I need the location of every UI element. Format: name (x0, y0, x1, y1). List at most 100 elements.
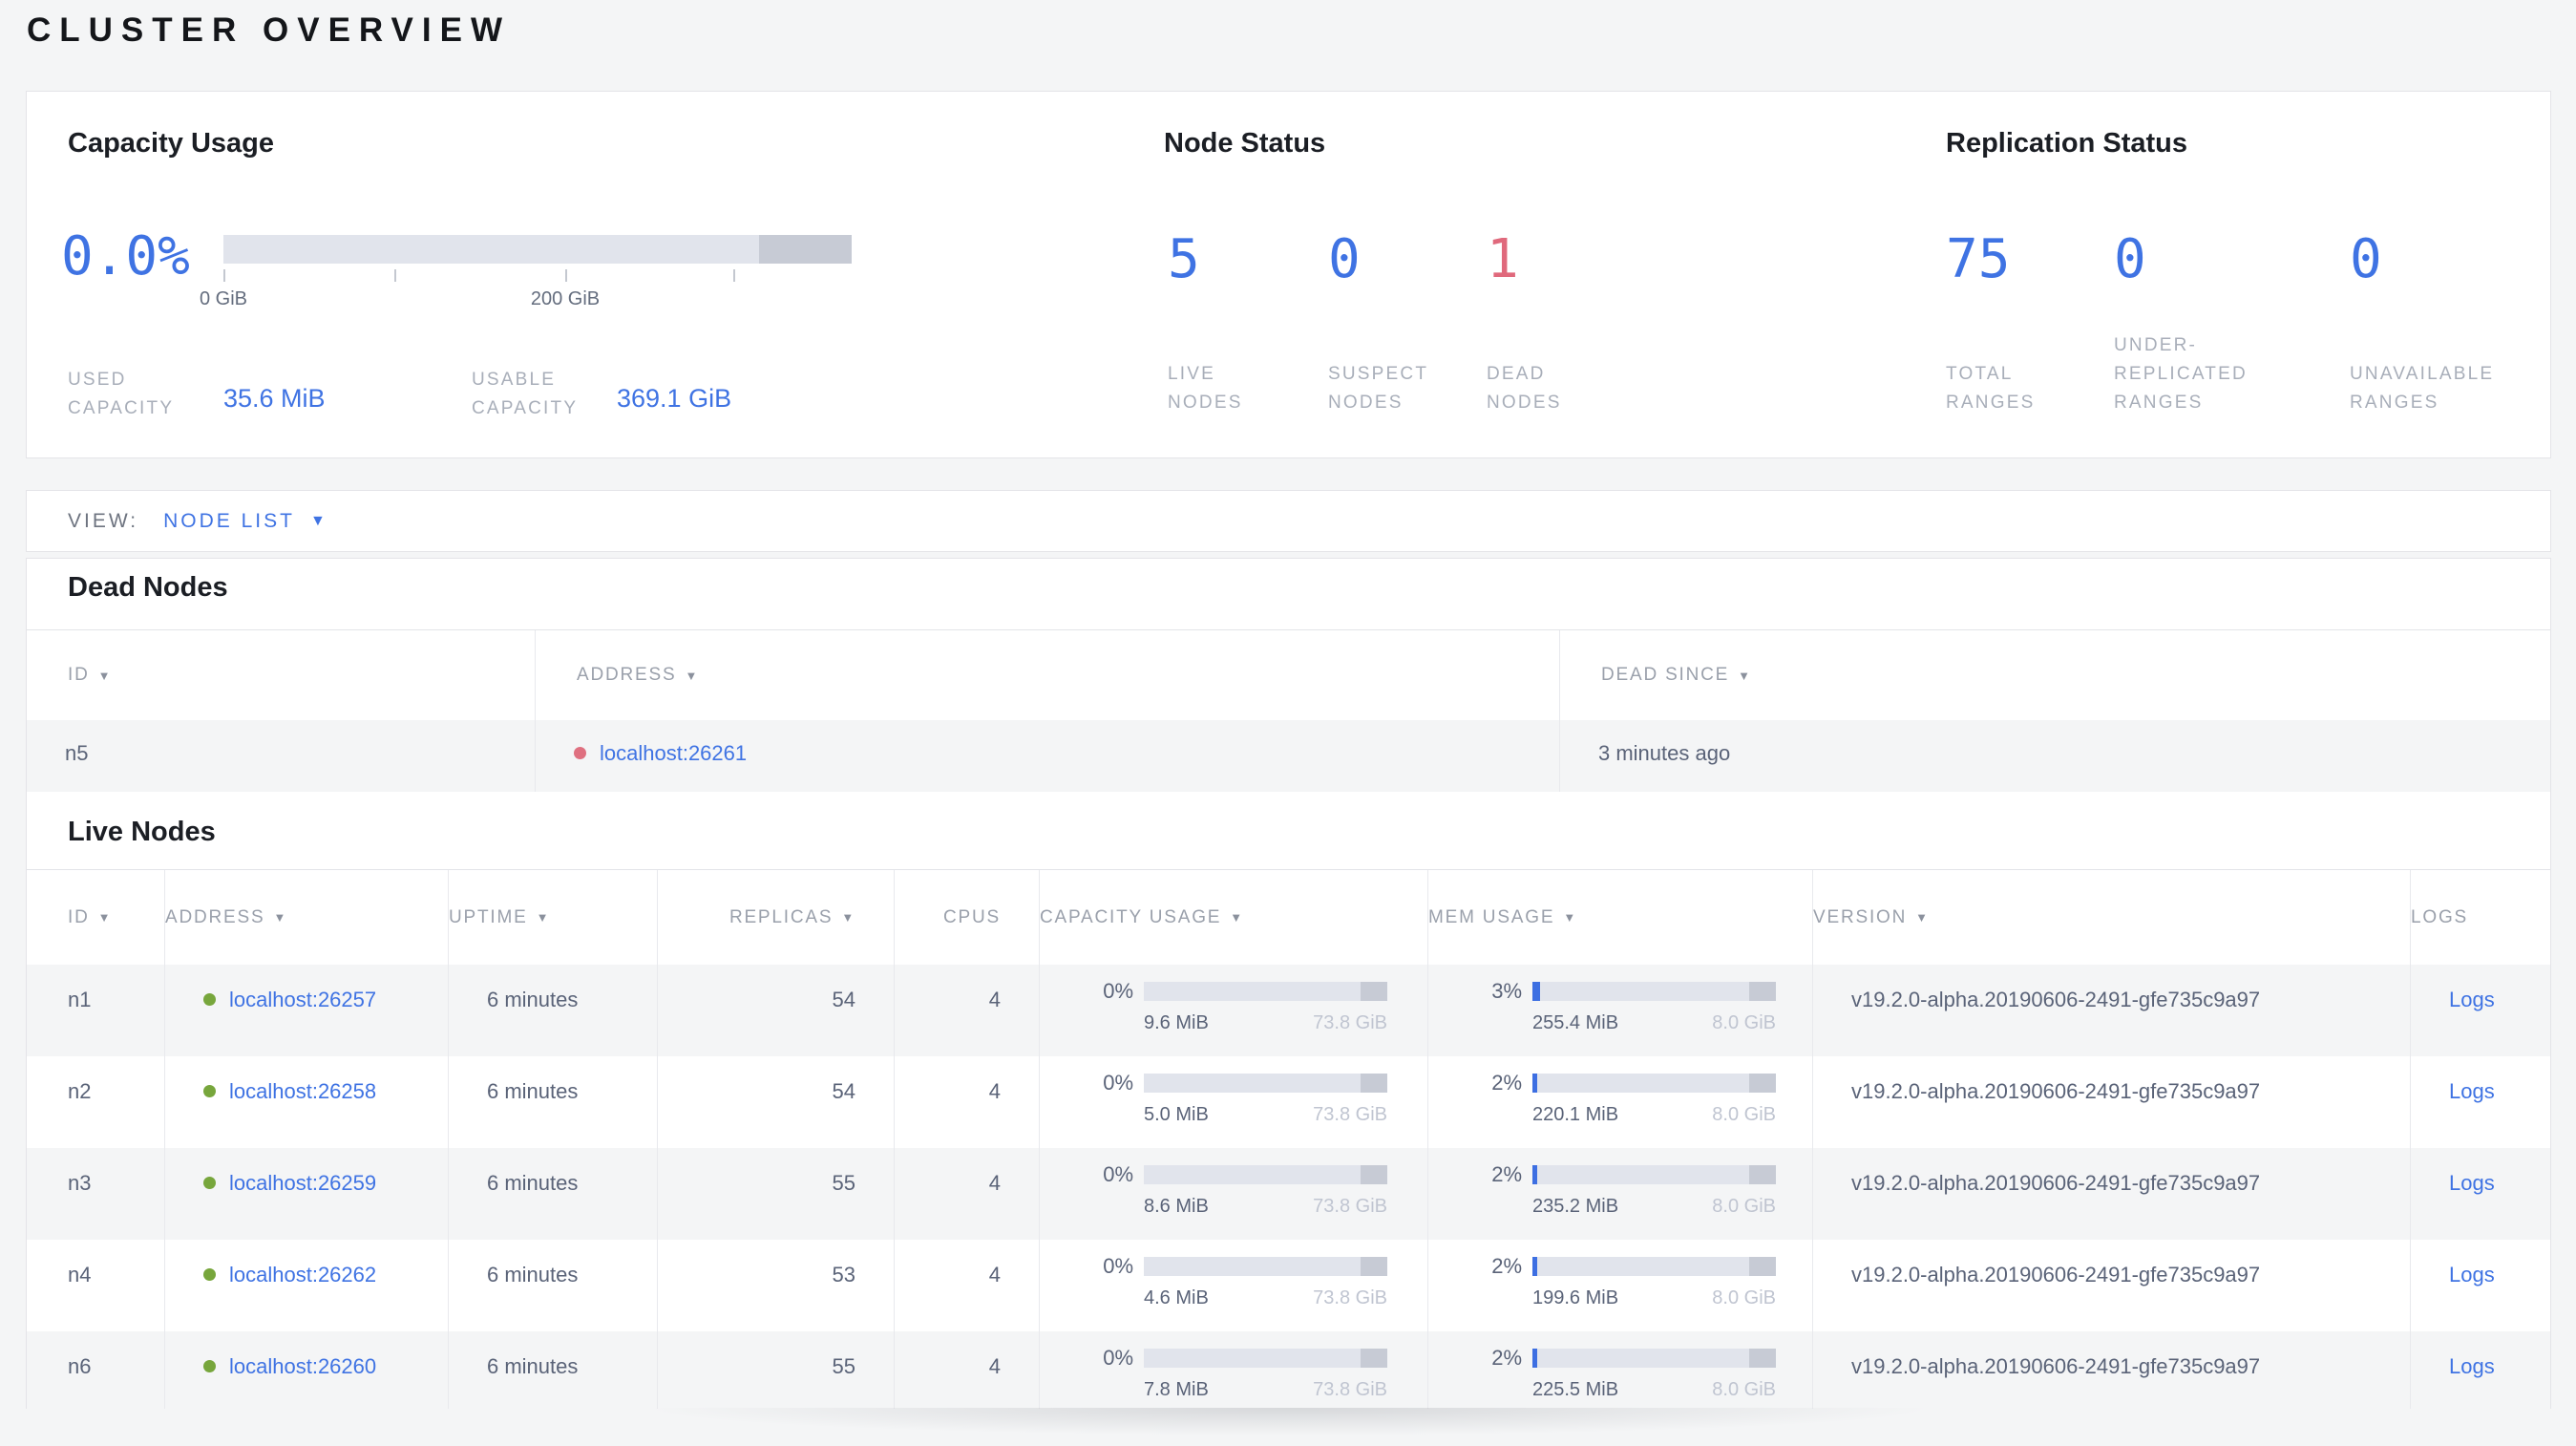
logs-cell: Logs (2411, 965, 2550, 1056)
logs-link[interactable]: Logs (2449, 1171, 2495, 1195)
node-address-link[interactable]: localhost:26257 (229, 988, 377, 1011)
node-address-link[interactable]: localhost:26258 (229, 1079, 377, 1103)
version-cell: v19.2.0-alpha.20190606-2491-gfe735c9a97 (1813, 1331, 2411, 1409)
capacity-usage-cell-bar-line: 0% (1078, 979, 1427, 1003)
mem-usage-cell: 2% 235.2 MiB 8.0 GiB (1428, 1148, 1813, 1240)
capacity-usage-cell: 0% 4.6 MiB 73.8 GiB (1040, 1240, 1428, 1331)
capacity-usage-cell-bar (1144, 1349, 1387, 1368)
mem-usage-cell-total-value: 8.0 GiB (1712, 1287, 1776, 1308)
sort-desc-icon: ▼ (97, 910, 113, 925)
uptime-cell: 6 minutes (449, 1331, 658, 1409)
capacity-usage-cell-bar-line: 0% (1078, 1346, 1427, 1370)
sort-desc-icon: ▼ (536, 910, 551, 925)
column-header-address[interactable]: ADDRESS ▼ (165, 870, 449, 965)
column-header-label: DEAD SINCE (1601, 665, 1730, 685)
node-address-cell: localhost:26257 (165, 965, 449, 1056)
capacity-usage-cell-bar-dark-segment (1360, 1349, 1387, 1368)
sort-desc-icon: ▼ (1230, 910, 1244, 925)
view-bar: VIEW: NODE LIST ▼ (26, 490, 2551, 552)
live-status-icon (203, 1268, 216, 1281)
node-id-cell: n5 (27, 720, 536, 792)
capacity-usage-cell-total-value: 73.8 GiB (1313, 1104, 1387, 1125)
logs-link[interactable]: Logs (2449, 1263, 2495, 1287)
axis-tick (733, 269, 735, 282)
logs-link[interactable]: Logs (2449, 1354, 2495, 1378)
capacity-usage-cell-percent: 0% (1103, 979, 1133, 1003)
node-id-cell: n4 (27, 1240, 165, 1331)
dead-table-header: ID ▼ ADDRESS ▼ DEAD SINCE ▼ (27, 629, 2550, 720)
live-node-row: n6 localhost:26260 6 minutes 55 4 0% 7.8 MiB 73… (27, 1331, 2550, 1409)
unavailable-ranges-count: 0 (2350, 228, 2382, 290)
total-ranges-label: TOTAL RANGES (1946, 364, 2036, 413)
capacity-usage-cell-bar-labels: 9.6 MiB 73.8 GiB (1144, 1009, 1387, 1037)
column-header-replicas[interactable]: REPLICAS ▼ (658, 870, 895, 965)
view-dropdown[interactable]: NODE LIST ▼ (163, 510, 326, 533)
capacity-usage-cell: 0% 8.6 MiB 73.8 GiB (1040, 1148, 1428, 1240)
node-address-link[interactable]: localhost:26261 (600, 741, 748, 765)
mem-usage-cell-bar-dark-segment (1748, 1349, 1776, 1368)
live-nodes-section-title: Live Nodes (68, 817, 216, 847)
dead-nodes-table: ID ▼ ADDRESS ▼ DEAD SINCE ▼ n5 localhost:26261 3… (27, 629, 2550, 792)
column-header-address[interactable]: ADDRESS ▼ (536, 630, 1560, 720)
axis-tick (394, 269, 396, 282)
column-header-cpus: CPUS (895, 870, 1040, 965)
node-address-link[interactable]: localhost:26262 (229, 1263, 377, 1287)
capacity-usage-cell-bar (1144, 1074, 1387, 1093)
capacity-usage-cell-bar-dark-segment (1360, 1165, 1387, 1184)
column-header-mem-usage[interactable]: MEM USAGE ▼ (1428, 870, 1813, 965)
capacity-usage-cell-bar-labels: 4.6 MiB 73.8 GiB (1144, 1284, 1387, 1312)
live-status-icon (203, 1177, 216, 1189)
cpus-cell: 4 (895, 1148, 1040, 1240)
logs-cell: Logs (2411, 1240, 2550, 1331)
column-header-dead-since[interactable]: DEAD SINCE ▼ (1560, 630, 2550, 720)
uptime-cell: 6 minutes (449, 1056, 658, 1148)
live-status-icon (203, 1360, 216, 1372)
replicas-cell: 54 (658, 965, 895, 1056)
logs-cell: Logs (2411, 1148, 2550, 1240)
logs-link[interactable]: Logs (2449, 988, 2495, 1011)
logs-link[interactable]: Logs (2449, 1079, 2495, 1103)
mem-usage-cell-bar-line: 2% (1467, 1346, 1812, 1370)
capacity-usage-cell: 0% 9.6 MiB 73.8 GiB (1040, 965, 1428, 1056)
view-selected-value: NODE LIST (163, 509, 295, 532)
mem-usage-cell-bar-dark-segment (1748, 1257, 1776, 1276)
mem-usage-cell-bar-labels: 225.5 MiB 8.0 GiB (1532, 1375, 1776, 1404)
capacity-bar-dark-segment (759, 235, 852, 264)
capacity-usage-cell-percent: 0% (1103, 1071, 1133, 1095)
mem-usage-cell-used-value: 255.4 MiB (1532, 1012, 1619, 1033)
version-cell: v19.2.0-alpha.20190606-2491-gfe735c9a97 (1813, 1240, 2411, 1331)
capacity-usage-cell-used-value: 5.0 MiB (1144, 1104, 1209, 1125)
mem-usage-cell-used-value: 199.6 MiB (1532, 1287, 1619, 1308)
uptime-cell: 6 minutes (449, 1240, 658, 1331)
column-header-label: UPTIME (449, 906, 528, 927)
capacity-usage-cell: 0% 5.0 MiB 73.8 GiB (1040, 1056, 1428, 1148)
used-capacity-value: 35.6 MiB (223, 384, 326, 413)
column-header-label: VERSION (1813, 906, 1908, 927)
cluster-summary-card: Capacity Usage Node Status Replication S… (26, 91, 2551, 458)
sort-desc-icon: ▼ (1915, 910, 1930, 925)
capacity-percent-value: 0.0% (61, 225, 190, 287)
column-header-uptime[interactable]: UPTIME ▼ (449, 870, 658, 965)
node-address-link[interactable]: localhost:26260 (229, 1354, 377, 1378)
capacity-usage-cell-used-value: 8.6 MiB (1144, 1196, 1209, 1217)
column-header-id[interactable]: ID ▼ (27, 630, 536, 720)
capacity-usage-cell-bar-line: 0% (1078, 1254, 1427, 1278)
mem-usage-cell-bar (1532, 982, 1776, 1001)
column-header-label: ADDRESS (165, 906, 265, 927)
mem-usage-cell-used-value: 235.2 MiB (1532, 1196, 1619, 1217)
live-node-row: n3 localhost:26259 6 minutes 55 4 0% 8.6 MiB 73… (27, 1148, 2550, 1240)
capacity-usage-cell-bar (1144, 1257, 1387, 1276)
column-header-capacity-usage[interactable]: CAPACITY USAGE ▼ (1040, 870, 1428, 965)
column-header-version[interactable]: VERSION ▼ (1813, 870, 2411, 965)
column-header-id[interactable]: ID ▼ (27, 870, 165, 965)
mem-usage-cell-bar-line: 2% (1467, 1071, 1812, 1095)
dead-since-cell: 3 minutes ago (1598, 741, 1731, 765)
mem-usage-cell-percent: 2% (1491, 1162, 1522, 1186)
bottom-shadow (477, 1408, 2101, 1446)
under-replicated-ranges-label: UNDER- REPLICATED RANGES (2114, 335, 2248, 413)
mem-usage-cell-bar-line: 2% (1467, 1254, 1812, 1278)
capacity-usage-cell-bar-labels: 8.6 MiB 73.8 GiB (1144, 1192, 1387, 1221)
capacity-usage-cell-bar-line: 0% (1078, 1071, 1427, 1095)
mem-usage-cell: 3% 255.4 MiB 8.0 GiB (1428, 965, 1813, 1056)
node-address-link[interactable]: localhost:26259 (229, 1171, 377, 1195)
